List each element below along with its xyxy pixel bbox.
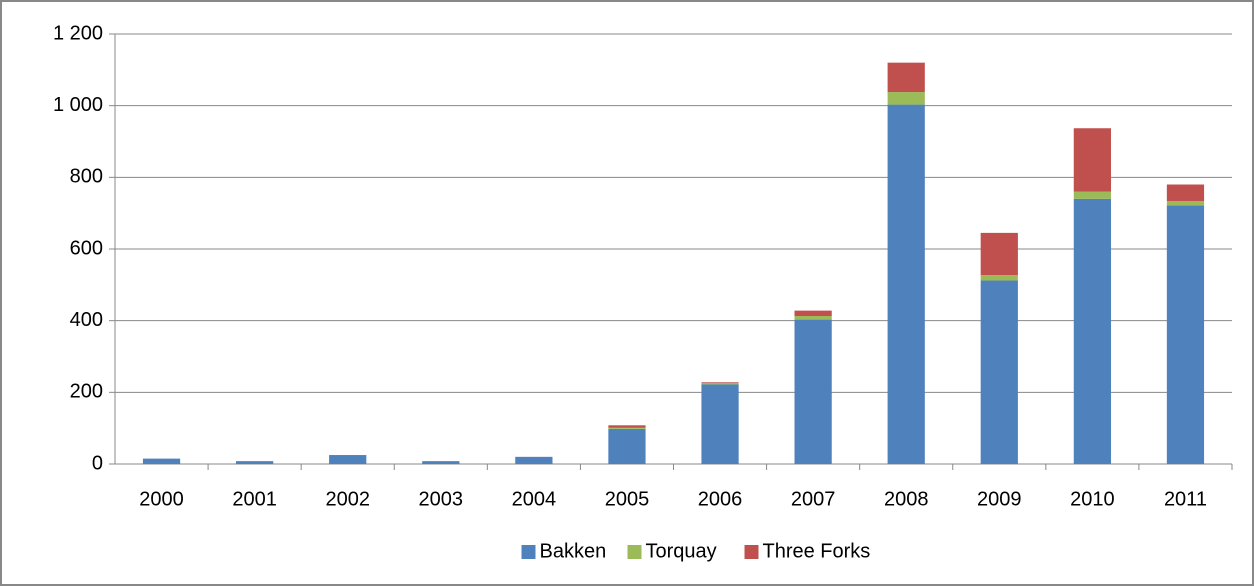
legend-label: Three Forks [763,540,871,562]
bar-segment [887,104,925,464]
bar-segment [701,382,739,384]
bar-segment [608,427,646,429]
y-tick-label: 200 [70,381,103,403]
bar-segment [608,428,646,464]
x-tick-label: 2002 [325,488,370,510]
y-tick-label: 600 [70,237,103,259]
x-tick-label: 2004 [512,488,557,510]
bar-segment [794,319,832,464]
bar-segment [1073,128,1111,192]
bar-segment [887,62,925,93]
legend-label: Torquay [646,540,717,562]
legend-swatch [521,545,536,559]
bar-segment [794,316,832,320]
x-tick-label: 2003 [419,488,464,510]
bar-segment [794,310,832,317]
bar-segment [701,384,739,464]
y-tick-label: 400 [70,309,103,331]
x-tick-label: 2000 [139,488,184,510]
bar-segment [980,232,1018,276]
legend-swatch [627,545,642,559]
bar-segment [422,461,460,464]
y-tick-label: 0 [92,452,103,474]
legend-swatch [744,545,759,559]
bar-segment [1166,200,1205,206]
bar-segment [980,280,1018,464]
bar-segment [608,425,646,428]
x-tick-label: 2010 [1070,488,1115,510]
bar-segment [515,456,553,464]
bar-segment [887,92,925,105]
legend-label: Bakken [540,540,607,562]
bar-segment [329,455,367,464]
x-tick-label: 2011 [1164,488,1207,510]
bar-segment [701,383,739,385]
y-tick-label: 1 200 [53,22,103,44]
bar-segment [1166,205,1205,465]
x-tick-label: 2001 [232,488,277,510]
bar-segment [980,275,1018,281]
bar-segment [1073,198,1111,465]
bar-segment [236,461,274,464]
x-tick-label: 2009 [977,488,1022,510]
y-tick-label: 1 000 [53,94,103,116]
bar-segment [142,458,181,464]
bar-segment [1073,191,1111,199]
x-tick-label: 2007 [791,488,836,510]
bar-segment [1166,184,1205,201]
x-tick-label: 2006 [698,488,743,510]
x-tick-label: 2008 [884,488,929,510]
x-tick-label: 2005 [605,488,650,510]
y-tick-label: 800 [70,166,103,188]
